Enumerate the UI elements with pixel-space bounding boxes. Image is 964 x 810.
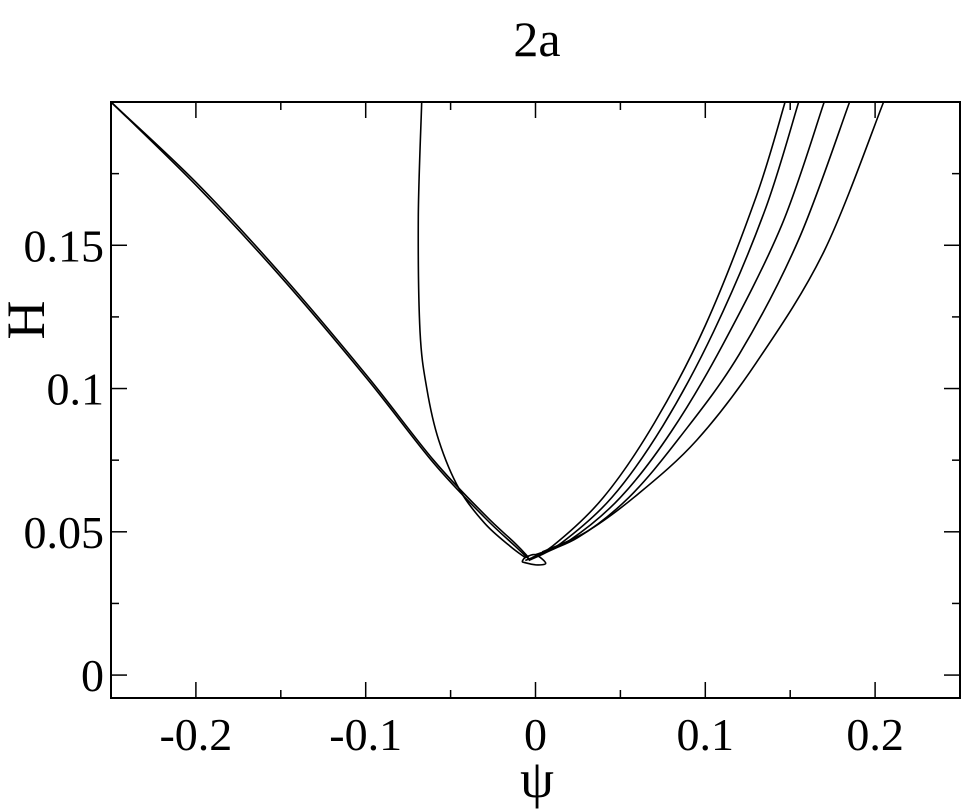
y-tick-label: 0.15: [24, 220, 105, 271]
x-tick-label: 0.2: [846, 709, 904, 760]
series-line-2: [110, 101, 530, 559]
x-axis-label: ψ: [520, 749, 554, 809]
series-line-7: [531, 101, 825, 559]
series-line-6: [528, 101, 800, 562]
series-line-5: [524, 101, 786, 562]
series-line-9: [541, 101, 885, 553]
series-line-4: [521, 553, 547, 566]
x-tick-label: 0.1: [677, 709, 735, 760]
series-layer: [110, 101, 885, 566]
series-line-1: [110, 101, 530, 560]
y-tick-label: 0.05: [24, 507, 105, 558]
y-tick-label: 0: [81, 650, 104, 701]
x-tick-label: -0.1: [329, 709, 402, 760]
y-axis: 0 0.05 0.1 0.15: [24, 172, 960, 701]
y-axis-label: H: [0, 301, 56, 340]
x-tick-label: 0: [524, 709, 547, 760]
y-tick-label: 0.1: [47, 364, 105, 415]
chart-title: 2a: [513, 11, 560, 67]
series-line-3: [417, 101, 526, 559]
x-tick-label: -0.2: [159, 709, 232, 760]
x-axis: -0.2 -0.1 0 0.1 0.2: [110, 102, 961, 760]
plot-frame: [110, 101, 961, 699]
